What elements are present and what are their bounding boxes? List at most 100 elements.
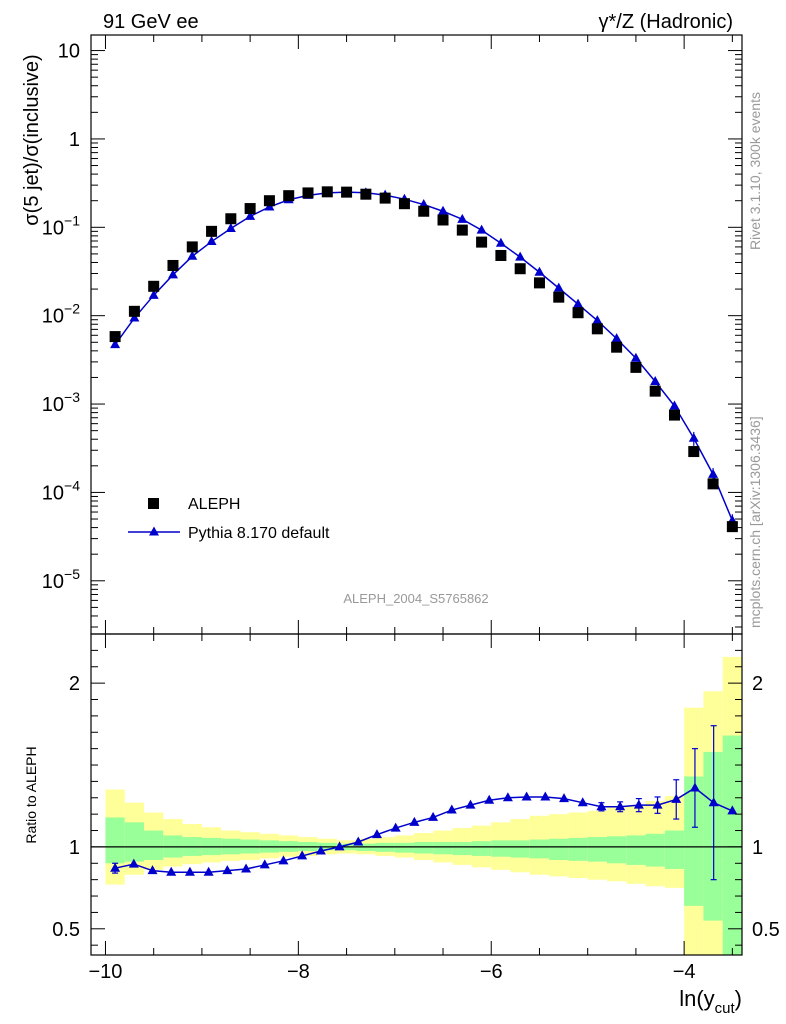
band-inner-bin xyxy=(626,835,646,865)
mc-main-point xyxy=(187,250,198,260)
mc-ratio-point xyxy=(615,801,626,811)
mc-ratio-point xyxy=(708,797,719,807)
band-inner-bin xyxy=(105,817,125,864)
band-inner-bin xyxy=(606,836,627,864)
band-inner-bin xyxy=(529,839,550,859)
band-inner-bin xyxy=(510,840,530,858)
mc-ratio-point xyxy=(446,804,457,814)
band-inner-bin xyxy=(452,841,472,856)
data-point xyxy=(263,195,275,207)
mc-main-point xyxy=(110,339,121,349)
y-tick-label-exponent: −1 xyxy=(64,212,80,228)
legend-data-label: ALEPH xyxy=(188,496,240,513)
data-point xyxy=(630,361,642,373)
mc-main-point xyxy=(534,266,545,276)
mc-ratio-point xyxy=(334,841,345,851)
main-plot-frame xyxy=(90,34,743,635)
legend: ALEPH Pythia 8.170 default xyxy=(128,496,330,542)
data-point xyxy=(109,331,121,343)
mc-main-point xyxy=(592,315,603,325)
legend-data-marker xyxy=(148,498,159,509)
data-point xyxy=(476,236,488,248)
data-point xyxy=(495,249,507,261)
mc-main-point xyxy=(206,236,217,246)
mc-ratio-point xyxy=(184,866,195,876)
data-point xyxy=(514,263,526,275)
ratio-y-tick-label-left: 2 xyxy=(69,673,80,695)
x-axis-label-subscript: cut xyxy=(715,1000,736,1017)
y-tick-label-exponent: −3 xyxy=(64,389,80,405)
mc-ratio-point xyxy=(502,792,513,802)
y-tick-label-exponent: −5 xyxy=(64,566,80,582)
y-tick-label: 10 xyxy=(58,41,80,63)
main-y-axis-label: σ(5 jet)/σ(inclusive) xyxy=(21,54,43,225)
band-inner-bin xyxy=(471,841,492,856)
mc-ratio-point xyxy=(353,836,364,846)
mc-ratio-point xyxy=(259,859,270,869)
y-tick-label-exponent: −4 xyxy=(64,477,80,493)
ratio-y-tick-label-left: 0.5 xyxy=(52,919,80,941)
data-point xyxy=(553,291,565,303)
mc-main-point xyxy=(148,289,159,299)
data-point xyxy=(283,190,295,202)
rivet-version-label: Rivet 3.1.10, 300k events xyxy=(747,92,763,250)
data-point xyxy=(379,192,391,204)
mc-ratio-point xyxy=(671,793,682,803)
header-right-title: γ*/Z (Hadronic) xyxy=(599,11,733,33)
data-point xyxy=(302,187,314,199)
data-point xyxy=(707,478,719,490)
mc-main-point xyxy=(611,333,622,343)
data-point xyxy=(186,241,198,253)
y-tick-label-base: 10 xyxy=(42,217,64,239)
data-point xyxy=(611,341,623,353)
mc-ratio-point xyxy=(521,791,532,801)
x-axis-label: ln(ycut) xyxy=(679,986,742,1017)
mc-series-ratio xyxy=(110,725,738,881)
x-axis-label-main: ln(y xyxy=(679,986,714,1011)
ratio-plot-frame xyxy=(90,633,743,956)
data-point xyxy=(360,188,372,200)
y-tick-label: 10−5 xyxy=(42,566,80,593)
band-inner-bin xyxy=(124,822,145,862)
ratio-uncertainty-bands xyxy=(105,656,742,955)
band-inner-bin xyxy=(491,840,511,857)
legend-mc-marker xyxy=(149,526,159,536)
mc-ratio-point xyxy=(203,866,214,876)
mc-main-point xyxy=(515,251,526,261)
data-point xyxy=(167,259,179,271)
data-point xyxy=(437,214,449,226)
mc-ratio-point xyxy=(110,862,121,872)
mc-main-point xyxy=(630,352,641,362)
mc-ratio-point xyxy=(390,822,401,832)
mc-main-point xyxy=(708,468,719,478)
band-inner-bin xyxy=(684,776,704,906)
mc-main-point xyxy=(650,375,661,385)
mc-main-line xyxy=(114,191,734,521)
legend-mc-label: Pythia 8.170 default xyxy=(188,525,330,542)
mc-ratio-point xyxy=(278,855,289,865)
data-point xyxy=(726,521,738,533)
x-axis-label-close: ) xyxy=(735,986,742,1011)
mc-ratio-point xyxy=(484,794,495,804)
mc-main-point xyxy=(573,298,584,308)
x-tick-label: −6 xyxy=(480,961,503,983)
mc-ratio-point xyxy=(428,811,439,821)
band-inner-bin xyxy=(645,833,665,867)
y-tick-label: 10−3 xyxy=(42,389,80,416)
ratio-y-tick-label-right: 2 xyxy=(752,673,763,695)
band-inner-bin xyxy=(394,842,415,853)
band-inner-bin xyxy=(664,830,685,870)
mc-main-point xyxy=(476,224,487,234)
y-tick-label: 10−1 xyxy=(42,212,80,239)
mc-ratio-line xyxy=(114,787,733,874)
data-series-main xyxy=(109,186,738,533)
mc-main-point xyxy=(438,205,449,215)
data-point xyxy=(398,198,410,210)
mc-ratio-point xyxy=(409,816,420,826)
data-point xyxy=(321,186,333,198)
band-inner-bin xyxy=(414,841,434,854)
mc-ratio-point xyxy=(727,805,738,815)
band-inner-bin xyxy=(722,735,742,955)
